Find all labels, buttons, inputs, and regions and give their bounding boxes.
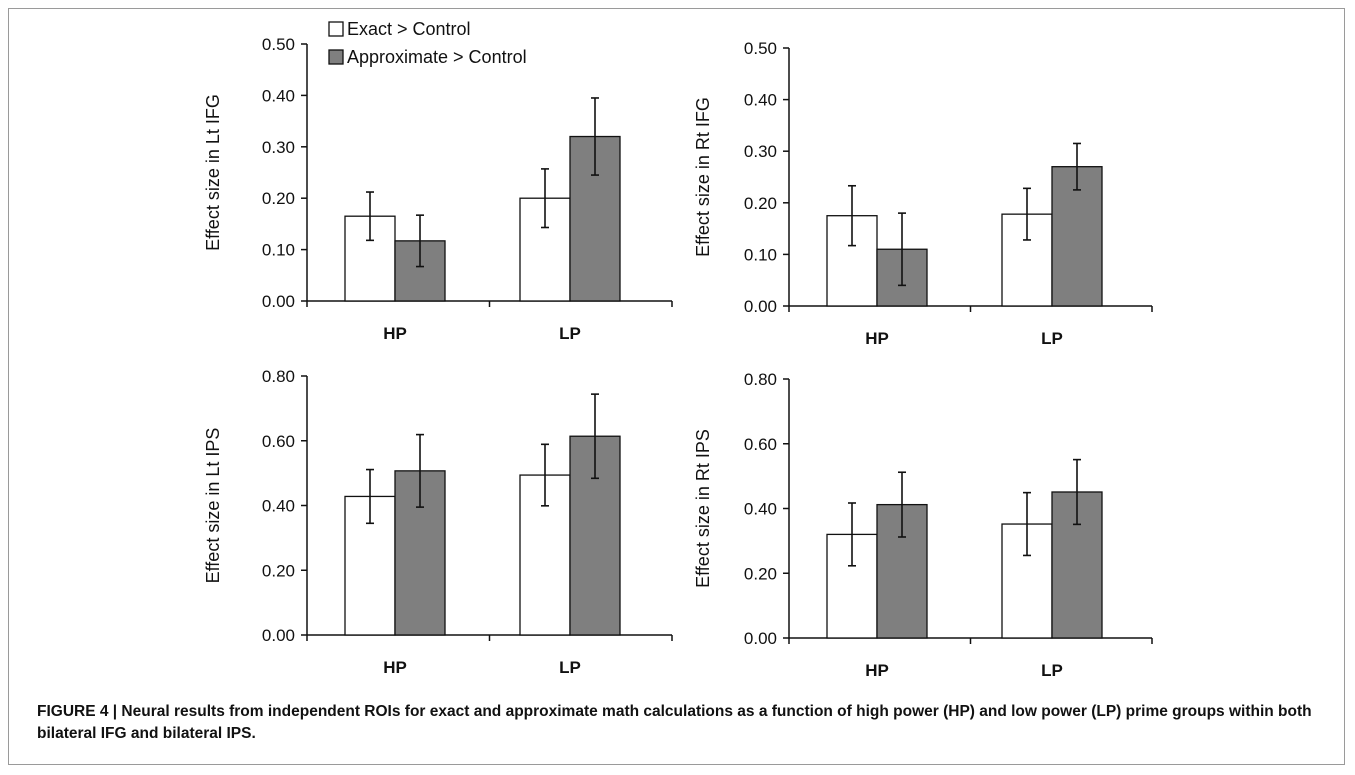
x-category-label: HP (383, 324, 407, 343)
legend-swatch-exact (328, 21, 344, 37)
x-category-label: LP (559, 658, 581, 677)
y-tick-label: 0.10 (262, 241, 295, 260)
y-tick-label: 0.20 (262, 189, 295, 208)
y-tick-label: 0.00 (262, 626, 295, 645)
y-tick-label: 0.60 (262, 432, 295, 451)
y-tick-label: 0.20 (744, 564, 777, 583)
y-tick-label: 0.40 (262, 86, 295, 105)
chart-panel-1: 0.00 0.10 0.20 0.30 0.40 0.50 Effect size in L… (203, 19, 673, 343)
bar-approximate (569, 135, 621, 302)
y-tick-label: 0.20 (262, 561, 295, 580)
y-tick-label: 0.40 (262, 497, 295, 516)
figure-frame: 0.00 0.10 0.20 0.30 0.40 0.50 Effect size in L… (8, 8, 1345, 765)
y-tick-label: 0.20 (744, 194, 777, 213)
x-category-label: LP (1041, 329, 1063, 348)
legend: Exact > Control Approximate > Control (328, 19, 527, 67)
figure-charts: 0.00 0.10 0.20 0.30 0.40 0.50 Effect size in L… (203, 19, 1153, 680)
x-category-label: LP (559, 324, 581, 343)
y-axis-label: Effect size in Lt IFG (203, 94, 223, 251)
legend-label: Approximate > Control (347, 47, 527, 67)
y-tick-label: 0.40 (744, 500, 777, 519)
y-tick-label: 0.60 (744, 435, 777, 454)
y-tick-label: 0.00 (262, 292, 295, 311)
legend-label: Exact > Control (347, 19, 471, 39)
x-category-label: HP (383, 658, 407, 677)
chart-panel-4: 0.00 0.20 0.40 0.60 0.80 Effect size in Rt IP… (693, 370, 1153, 680)
chart-panel-3: 0.00 0.20 0.40 0.60 0.80 Effect size in Lt IP… (203, 367, 673, 677)
y-tick-label: 0.80 (262, 367, 295, 386)
legend-swatch-approximate (328, 49, 344, 65)
y-axis-label: Effect size in Rt IPS (693, 429, 713, 588)
chart-panel-2: 0.00 0.10 0.20 0.30 0.40 0.50 Effect size in R… (693, 39, 1153, 348)
y-tick-label: 0.00 (744, 629, 777, 648)
y-axis-label: Effect size in Rt IFG (693, 97, 713, 257)
y-tick-label: 0.30 (744, 142, 777, 161)
y-axis-label: Effect size in Lt IPS (203, 428, 223, 584)
x-category-label: HP (865, 661, 889, 680)
figure-caption: FIGURE 4 | Neural results from independe… (37, 703, 1312, 742)
y-tick-label: 0.50 (744, 39, 777, 58)
x-category-label: HP (865, 329, 889, 348)
y-tick-label: 0.50 (262, 35, 295, 54)
x-category-label: LP (1041, 661, 1063, 680)
y-tick-label: 0.10 (744, 245, 777, 264)
y-tick-label: 0.80 (744, 370, 777, 389)
y-tick-label: 0.40 (744, 91, 777, 110)
y-tick-label: 0.30 (262, 138, 295, 157)
y-tick-label: 0.00 (744, 297, 777, 316)
